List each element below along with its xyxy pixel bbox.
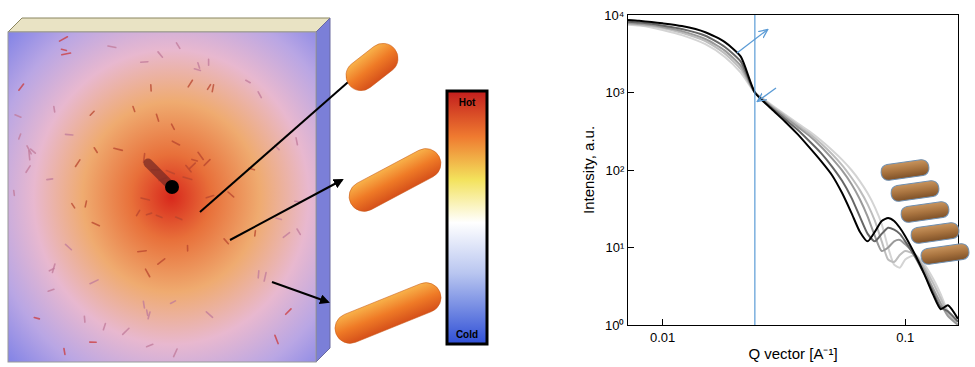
svg-text:10¹: 10¹: [606, 240, 625, 255]
svg-text:10³: 10³: [606, 85, 625, 100]
svg-text:0.1: 0.1: [896, 330, 914, 345]
svg-text:Hot: Hot: [459, 97, 476, 108]
svg-text:0.01: 0.01: [650, 330, 675, 345]
svg-text:10⁰: 10⁰: [605, 318, 624, 333]
svg-text:10²: 10²: [606, 163, 625, 178]
svg-text:10⁴: 10⁴: [604, 8, 624, 23]
svg-text:Cold: Cold: [456, 329, 478, 340]
svg-text:Q vector [A⁻¹]: Q vector [A⁻¹]: [748, 345, 837, 362]
svg-text:Intensity, a.u.: Intensity, a.u.: [580, 126, 597, 214]
